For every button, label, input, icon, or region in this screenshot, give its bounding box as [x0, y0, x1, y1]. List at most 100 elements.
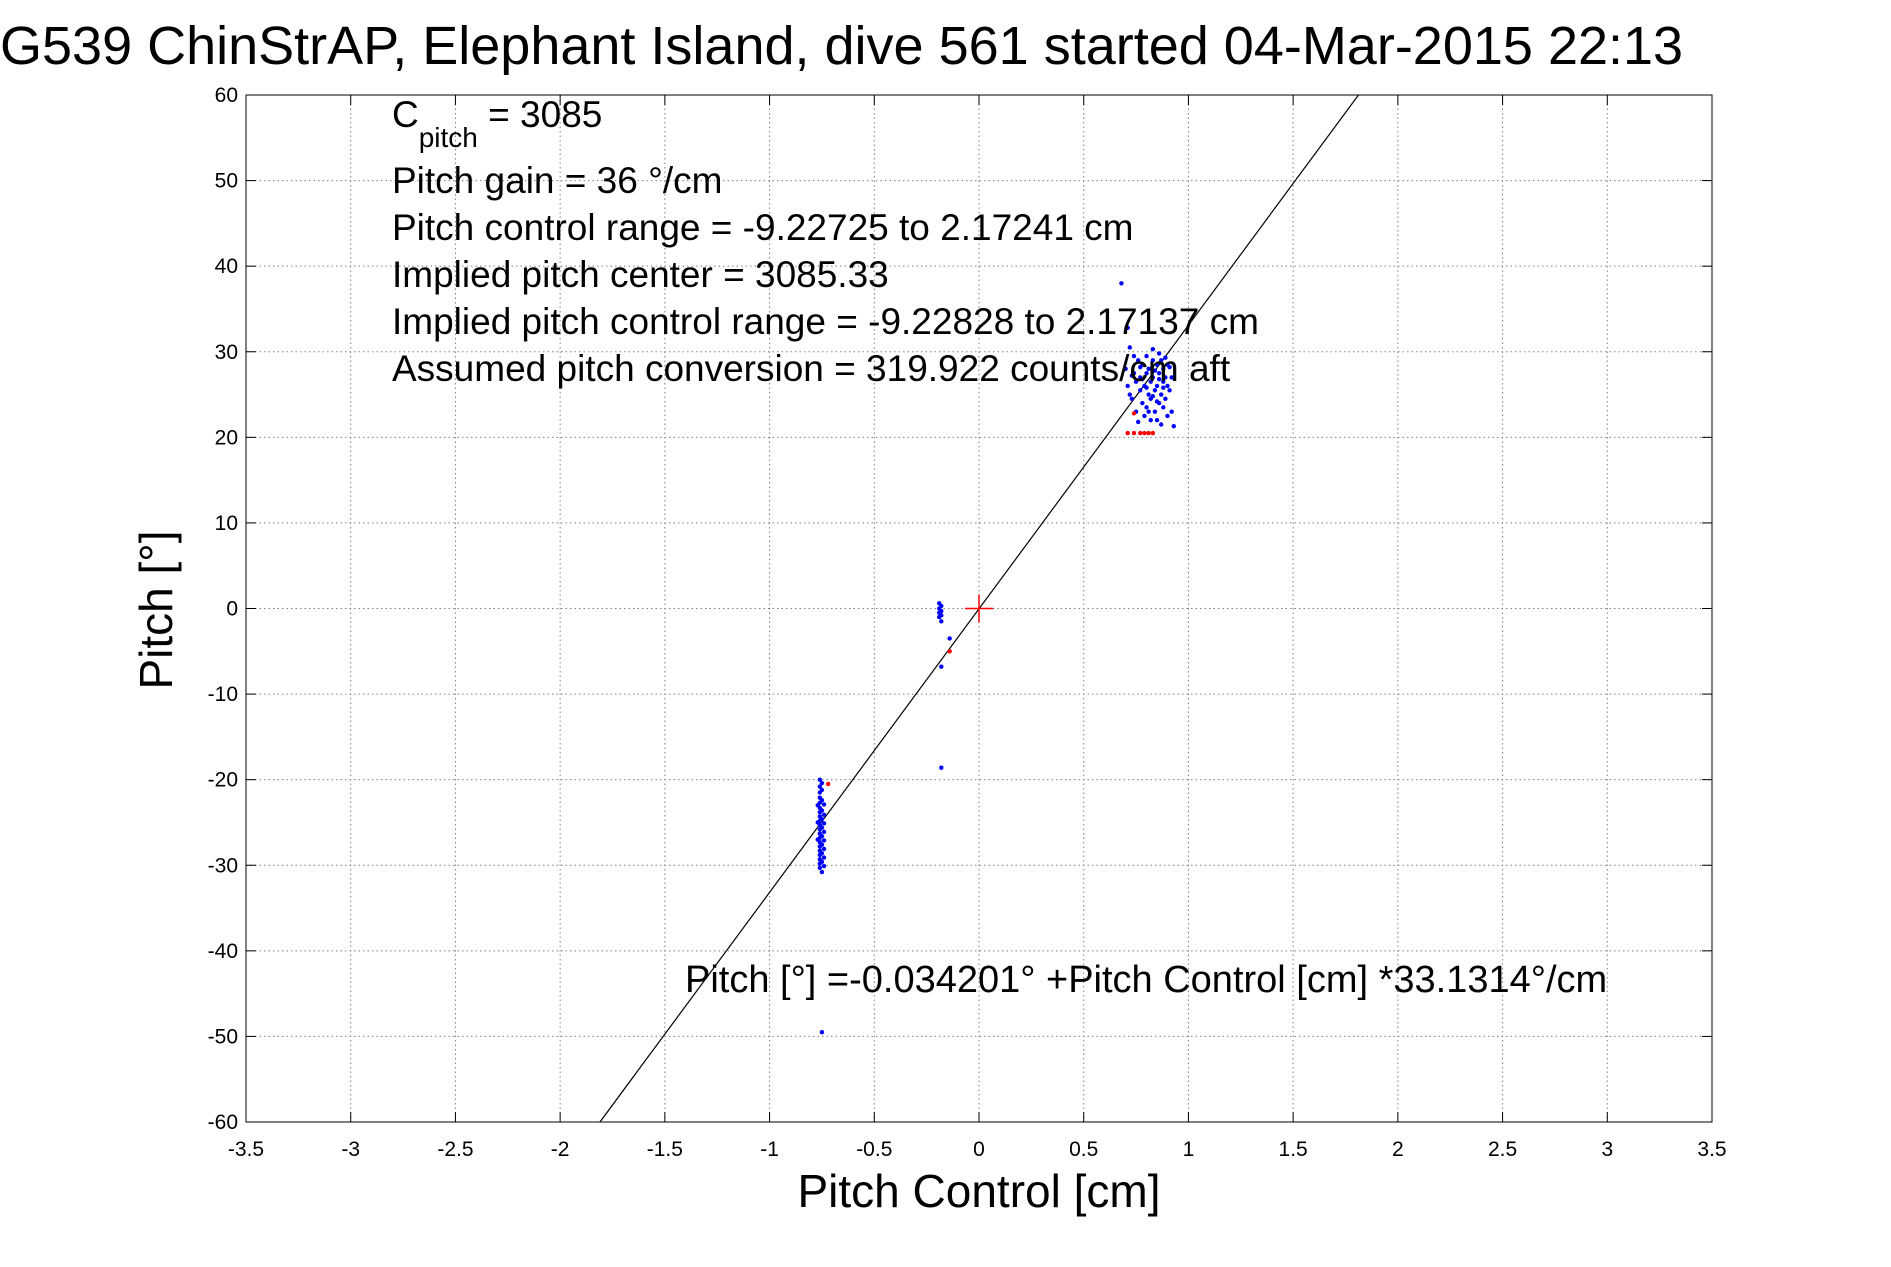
control-range-annotation: Pitch control range = -9.22725 to 2.1724…	[392, 207, 1134, 248]
center-marker-layer	[965, 594, 993, 623]
x-tick-label: 0	[973, 1138, 985, 1161]
y-tick-label: -50	[208, 1025, 238, 1048]
data-point	[1140, 376, 1145, 382]
data-point	[1133, 379, 1139, 384]
x-tick-label: -3	[341, 1138, 360, 1161]
x-tick-label: -0.5	[856, 1138, 892, 1161]
y-tick-label: -10	[208, 683, 238, 706]
data-point	[815, 837, 820, 842]
y-tick-label: 50	[215, 170, 238, 193]
data-point	[1138, 364, 1143, 370]
data-point	[819, 833, 825, 839]
data-point	[1119, 281, 1124, 286]
x-tick-label: 0.5	[1069, 1138, 1098, 1161]
data-point	[1161, 385, 1166, 390]
data-point	[819, 1029, 825, 1035]
data-point	[1159, 392, 1164, 397]
y-tick-label: 60	[215, 84, 238, 107]
data-point	[1154, 383, 1160, 389]
y-tick-label: 10	[215, 512, 238, 535]
data-point	[1144, 353, 1149, 359]
data-point	[1156, 351, 1162, 356]
x-tick-label: 2	[1392, 1138, 1404, 1161]
data-point	[1144, 385, 1149, 390]
x-tick-label: 3.5	[1697, 1138, 1726, 1161]
x-tick-label: 3	[1601, 1138, 1613, 1161]
data-point	[819, 798, 825, 803]
data-point	[1154, 362, 1160, 367]
data-point	[1146, 366, 1151, 372]
c-pitch-annotation: Cpitch = 3085	[392, 94, 602, 153]
data-point	[1167, 364, 1172, 370]
data-point	[1140, 400, 1145, 406]
data-point	[1125, 430, 1130, 436]
data-point	[817, 865, 823, 871]
data-point	[819, 787, 825, 793]
data-point	[821, 863, 827, 869]
data-point	[819, 859, 825, 865]
x-tick-label: -3.5	[228, 1138, 264, 1161]
data-point	[1148, 379, 1153, 384]
data-point	[821, 829, 827, 835]
data-point	[817, 777, 823, 782]
data-point	[1138, 388, 1143, 393]
data-point	[1135, 358, 1141, 363]
c-pitch-main: C	[392, 94, 419, 135]
data-point	[1161, 405, 1166, 410]
pitch-gain-annotation: Pitch gain = 36 °/cm	[392, 160, 723, 201]
data-point	[1146, 409, 1151, 414]
data-point	[1150, 394, 1156, 399]
data-point	[939, 664, 944, 669]
data-points	[815, 281, 1176, 1035]
data-point	[1163, 396, 1168, 402]
data-point	[1161, 366, 1166, 372]
data-point	[819, 808, 825, 813]
data-point	[821, 855, 827, 860]
data-point	[1161, 379, 1166, 384]
conversion-annotation: Assumed pitch conversion = 319.922 count…	[392, 348, 1231, 389]
data-point	[1169, 409, 1174, 414]
data-point	[817, 784, 823, 789]
data-point	[815, 820, 820, 825]
x-axis-label: Pitch Control [cm]	[798, 1165, 1161, 1217]
data-point	[1148, 418, 1153, 423]
x-tick-label: 1	[1183, 1138, 1195, 1161]
data-point	[1146, 392, 1151, 397]
data-point	[1169, 375, 1174, 380]
x-tick-label: -1.5	[647, 1138, 683, 1161]
data-point	[939, 613, 944, 618]
axis-ticks: -3.5 -3 -2.5 -2 -1.5 -1 -0.5 0 0.5 1 1.5 2 2.5 3 3.5 -6…	[208, 84, 1727, 1161]
data-point	[1127, 345, 1132, 350]
info-annotations: Cpitch = 3085 Pitch gain = 36 °/cm Pitch…	[392, 94, 1259, 389]
data-point	[819, 825, 825, 830]
y-tick-label: 20	[215, 426, 238, 449]
x-tick-label: 1.5	[1279, 1138, 1308, 1161]
data-point	[939, 619, 944, 624]
data-point	[821, 812, 827, 817]
y-axis-label: Pitch [°]	[130, 530, 182, 689]
y-tick-label: 40	[215, 255, 238, 278]
c-pitch-subscript: pitch	[419, 122, 478, 153]
data-point	[939, 608, 944, 614]
data-point	[819, 842, 825, 847]
data-point	[1163, 375, 1168, 380]
data-point	[1129, 396, 1135, 402]
data-point	[1156, 370, 1162, 376]
data-point	[1152, 368, 1158, 373]
data-point	[939, 765, 944, 770]
data-point	[1154, 418, 1160, 423]
data-point	[819, 869, 825, 875]
data-point	[826, 781, 831, 787]
data-point	[1144, 405, 1149, 410]
data-point	[1144, 370, 1149, 376]
data-point	[821, 802, 827, 807]
x-tick-label: 2.5	[1488, 1138, 1517, 1161]
x-tick-label: -2.5	[437, 1138, 473, 1161]
data-point	[1135, 419, 1141, 425]
y-tick-label: -30	[208, 854, 238, 877]
data-point	[1142, 413, 1147, 419]
x-tick-label: -1	[760, 1138, 779, 1161]
data-point	[1146, 430, 1151, 436]
